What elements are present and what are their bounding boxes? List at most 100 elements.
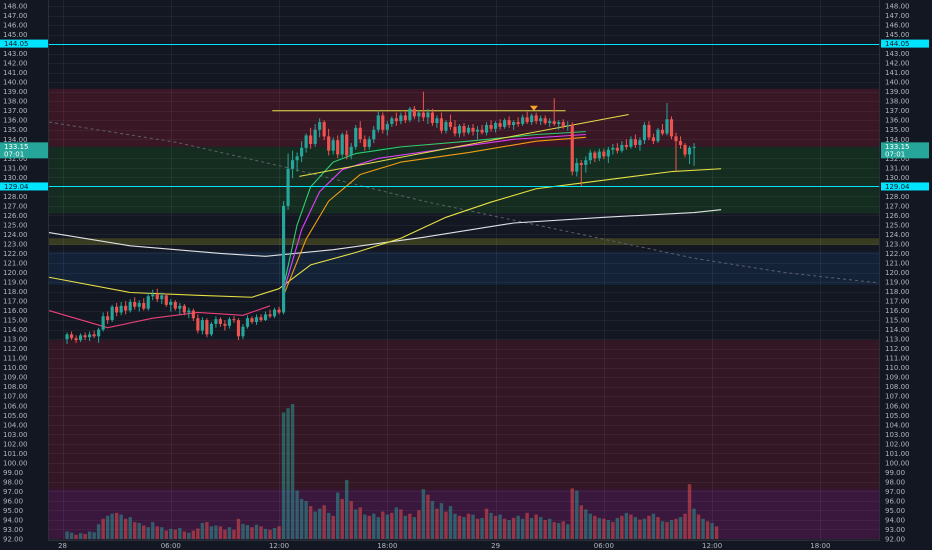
price-tick-left-37: 108.00 xyxy=(3,383,28,391)
candle-body-70 xyxy=(381,115,385,130)
candle-body-91 xyxy=(475,129,480,132)
candle-body-11 xyxy=(115,306,119,313)
price-tick-left-41: 104.00 xyxy=(3,421,28,429)
price-zones xyxy=(49,88,879,539)
candle-body-14 xyxy=(128,302,132,311)
candle-body-43 xyxy=(259,317,263,321)
volume-bar-14 xyxy=(128,517,132,539)
volume-bar-2 xyxy=(74,534,78,539)
candle-body-107 xyxy=(548,121,552,124)
candle-body-22 xyxy=(164,295,168,305)
candle-body-34 xyxy=(218,319,222,324)
candle-body-71 xyxy=(385,124,389,130)
candle-body-9 xyxy=(106,316,110,321)
candle-body-62 xyxy=(345,134,349,156)
volume-bar-140 xyxy=(696,514,701,539)
volume-bar-66 xyxy=(363,514,367,539)
volume-bar-67 xyxy=(367,515,371,539)
price-tick-right-44: 101.00 xyxy=(885,450,910,458)
volume-bar-138 xyxy=(687,484,692,539)
candle-body-93 xyxy=(484,124,489,133)
candle-body-126 xyxy=(633,139,637,145)
price-tick-right-18: 127.00 xyxy=(885,202,910,210)
candle-body-44 xyxy=(263,314,268,321)
moving-average-2 xyxy=(283,131,586,287)
price-tick-left-31: 114.00 xyxy=(3,326,28,334)
candle-body-18 xyxy=(146,296,150,309)
candle-body-68 xyxy=(372,129,376,140)
candles xyxy=(65,91,696,344)
candle-body-82 xyxy=(435,118,439,124)
price-tick-right-27: 118.00 xyxy=(885,288,910,296)
price-tick-right-38: 107.00 xyxy=(885,393,910,401)
price-tags: 144.05 144.05133.1507:01133.1507:01129.04… xyxy=(0,39,929,191)
volume-bar-136 xyxy=(678,517,683,539)
volume-bar-69 xyxy=(376,517,381,539)
moving-average-1 xyxy=(48,168,722,298)
candle-body-53 xyxy=(304,135,308,148)
projection-line xyxy=(48,121,880,284)
volume-bar-13 xyxy=(123,518,128,539)
candle-body-135 xyxy=(674,136,678,142)
candle-body-103 xyxy=(530,115,534,123)
price-tick-right-30: 115.00 xyxy=(885,317,910,325)
volume-bar-87 xyxy=(457,515,462,539)
candle-body-114 xyxy=(579,163,583,165)
candle-body-1 xyxy=(69,334,74,339)
volume-bar-55 xyxy=(313,511,317,539)
candle-body-111 xyxy=(566,124,570,126)
candle-body-35 xyxy=(223,323,227,326)
candle-body-23 xyxy=(169,302,173,305)
volume-bar-78 xyxy=(417,510,421,539)
price-tick-right-46: 99.00 xyxy=(885,469,905,477)
candle-body-118 xyxy=(597,151,601,159)
price-tick-left-9: 138.00 xyxy=(3,98,28,106)
volume-bar-121 xyxy=(611,522,615,539)
volume-bar-4 xyxy=(83,533,87,539)
volume-bar-107 xyxy=(547,518,552,539)
candle-body-74 xyxy=(399,115,403,122)
candle-body-60 xyxy=(336,140,340,155)
volume-bar-128 xyxy=(642,518,647,539)
price-tag-label-left-2: 129.04 xyxy=(4,183,29,191)
candle-body-66 xyxy=(363,139,367,147)
time-label-5: 06:00 xyxy=(594,542,614,550)
price-tick-left-25: 120.00 xyxy=(3,269,28,277)
price-tag-right-2 xyxy=(881,182,929,191)
volume-bar-101 xyxy=(520,518,525,539)
price-tick-right-40: 105.00 xyxy=(885,412,910,420)
volume-bar-106 xyxy=(543,520,547,539)
volume-bar-103 xyxy=(529,517,534,539)
price-tick-left-23: 122.00 xyxy=(3,250,28,258)
candle-body-37 xyxy=(232,319,236,321)
volume-bar-7 xyxy=(96,524,101,539)
candle-body-80 xyxy=(426,112,430,118)
price-tick-left-17: 128.00 xyxy=(3,193,28,201)
volume-bar-3 xyxy=(78,533,83,539)
volume-bar-77 xyxy=(412,517,417,539)
volume-bar-53 xyxy=(304,501,308,539)
price-tick-left-20: 125.00 xyxy=(3,221,28,229)
price-tick-left-36: 109.00 xyxy=(3,374,28,382)
price-tick-left-46: 99.00 xyxy=(3,469,23,477)
candle-body-127 xyxy=(638,140,642,145)
candle-body-96 xyxy=(498,123,502,127)
price-tick-left-16: 130.00 xyxy=(3,174,28,182)
volume-bar-89 xyxy=(466,513,471,539)
price-tick-left-32: 113.00 xyxy=(3,336,28,344)
volume-bar-63 xyxy=(349,501,353,539)
volume-bar-72 xyxy=(390,512,394,539)
candle-body-40 xyxy=(245,318,250,327)
volume-bar-37 xyxy=(232,529,236,539)
price-tick-right-28: 117.00 xyxy=(885,298,910,306)
price-tick-right-9: 138.00 xyxy=(885,98,910,106)
price-tag-right-0 xyxy=(881,39,929,48)
candle-body-27 xyxy=(187,310,191,313)
volume-bar-129 xyxy=(647,515,651,539)
price-tick-left-0: 148.00 xyxy=(3,3,28,11)
volume-bar-22 xyxy=(164,530,168,539)
volume-bar-38 xyxy=(236,518,241,539)
price-tick-left-47: 98.00 xyxy=(3,478,23,486)
